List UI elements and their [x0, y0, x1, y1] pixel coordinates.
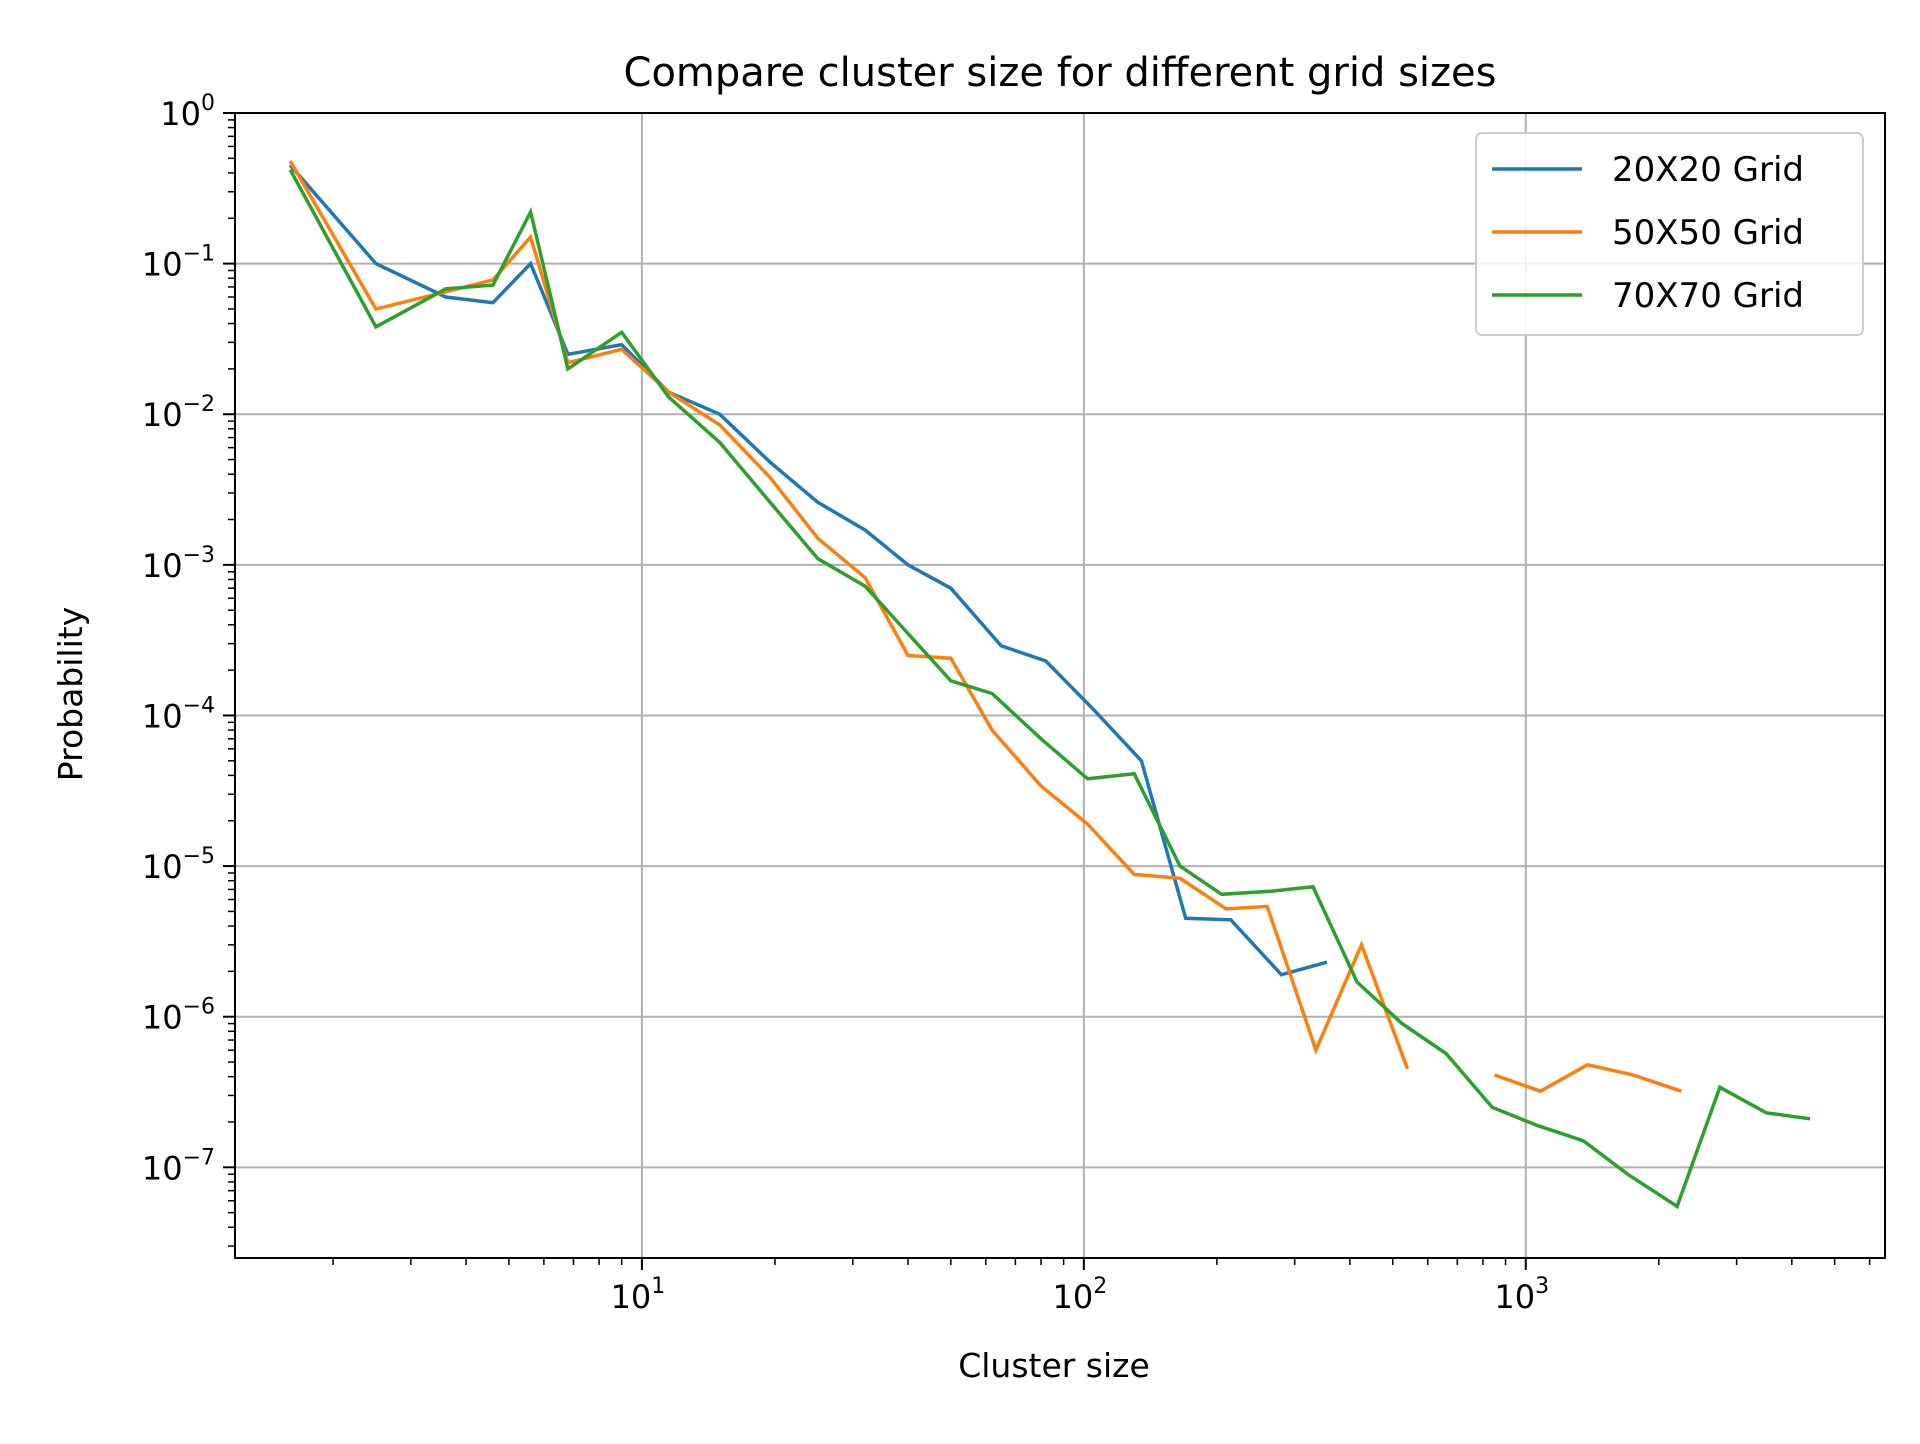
x-tick-label: 103	[1494, 1274, 1549, 1316]
legend-box	[1475, 132, 1864, 336]
y-tick-label: 10−3	[142, 543, 215, 585]
legend: 20X20 Grid 50X50 Grid 70X70 Grid	[1475, 132, 1864, 336]
series-lines	[288, 160, 1811, 1210]
x-tick-label: 102	[1052, 1274, 1107, 1316]
y-tick-label: 10−6	[142, 995, 215, 1037]
y-tick-label: 100	[160, 91, 215, 133]
y-tick-label: 10−1	[142, 242, 215, 284]
y-axis-label: Probability	[51, 607, 90, 781]
axis-ticks: 101 102 103 100 10−1 10−2 10−3 10−4 10−5 10−6 10−7	[142, 91, 1871, 1316]
x-axis-label: Cluster size	[958, 1346, 1150, 1385]
legend-label: 50X50 Grid	[1612, 213, 1804, 253]
series-line-2	[288, 160, 1682, 1094]
chart-title: Compare cluster size for different grid …	[624, 50, 1497, 96]
y-tick-label: 10−5	[142, 844, 215, 886]
y-tick-label: 10−2	[142, 392, 215, 434]
legend-label: 70X70 Grid	[1612, 276, 1804, 316]
series-line-3	[288, 168, 1811, 1210]
y-tick-label: 10−4	[142, 693, 215, 735]
series-line-1	[288, 164, 1328, 977]
x-tick-label: 101	[611, 1274, 666, 1316]
plot-frame	[234, 112, 1886, 1259]
y-tick-label: 10−7	[142, 1145, 215, 1187]
legend-label: 20X20 Grid	[1612, 150, 1804, 190]
